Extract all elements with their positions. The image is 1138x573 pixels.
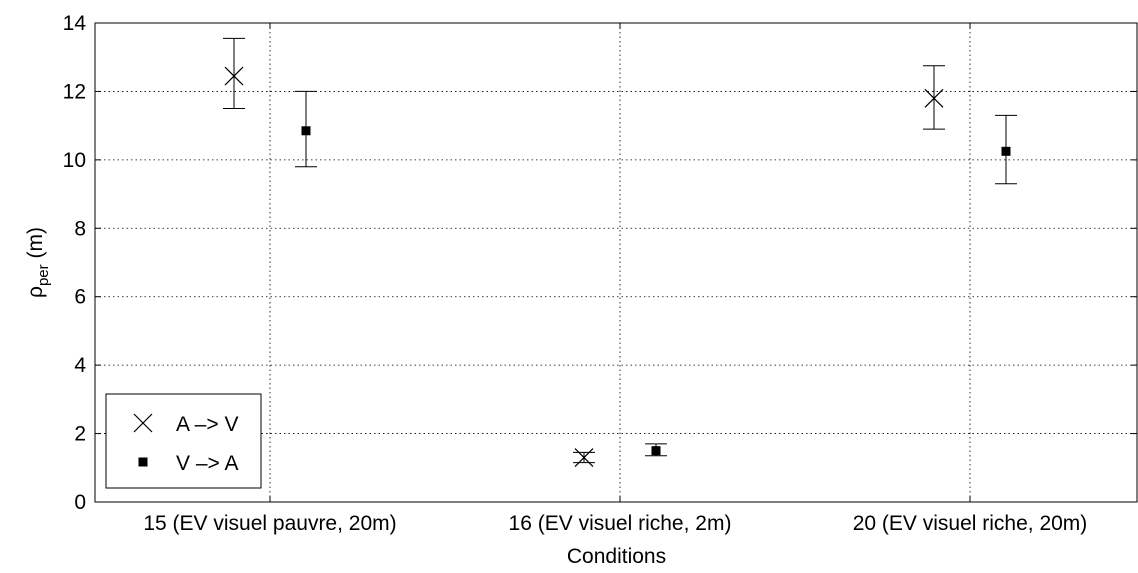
x-tick-label: 15 (EV visuel pauvre, 20m) — [143, 512, 396, 535]
y-tick-label: 8 — [74, 217, 86, 240]
x-marker — [574, 448, 594, 467]
square-marker — [301, 126, 311, 136]
data-point-a-to-v — [923, 65, 945, 130]
x-marker-stroke — [574, 448, 594, 467]
legend-square-glyph — [138, 457, 148, 467]
data-point-v-to-a — [295, 90, 317, 168]
x-axis-title: Conditions — [567, 545, 666, 568]
legend-label-v-to-a: V –> A — [176, 452, 238, 475]
x-marker — [224, 66, 244, 86]
y-tick-label: 12 — [63, 80, 86, 103]
data-point-a-to-v — [573, 448, 595, 467]
y-axis-title-unit: (m) — [24, 227, 47, 264]
grid — [95, 23, 1138, 502]
legend: A –> V V –> A — [105, 393, 262, 489]
x-marker-stroke — [924, 88, 944, 108]
data-point-a-to-v — [223, 37, 245, 110]
legend-x-glyph — [133, 413, 153, 433]
y-tick-label: 6 — [74, 286, 86, 309]
legend-square-marker-icon — [138, 457, 148, 467]
y-tick-label: 2 — [74, 423, 86, 446]
data-marks — [223, 37, 1017, 467]
plot-area — [94, 22, 1138, 503]
y-axis: 0 2 4 6 8 10 12 14 — [63, 12, 1137, 514]
x-marker — [924, 88, 944, 108]
legend-label-a-to-v: A –> V — [176, 413, 238, 436]
data-point-v-to-a — [995, 114, 1017, 185]
x-axis: 15 (EV visuel pauvre, 20m) 16 (EV visuel … — [143, 23, 1087, 535]
data-point-v-to-a — [645, 443, 667, 457]
y-axis-title: ρper (m) — [24, 227, 52, 298]
y-tick-label: 4 — [74, 354, 86, 377]
square-marker — [1001, 146, 1011, 156]
x-tick-label: 20 (EV visuel riche, 20m) — [853, 512, 1088, 535]
legend-x-marker-icon — [133, 413, 153, 433]
x-marker-stroke — [133, 413, 153, 433]
y-axis-title-subscript: per — [35, 264, 52, 286]
x-marker-stroke — [224, 66, 244, 86]
y-axis-title-symbol: ρ — [24, 286, 47, 298]
square-marker — [651, 446, 661, 456]
x-tick-label: 16 (EV visuel riche, 2m) — [509, 512, 732, 535]
legend-box — [105, 393, 262, 489]
y-tick-label: 10 — [63, 149, 86, 172]
y-tick-label: 0 — [74, 491, 86, 514]
y-tick-label: 14 — [63, 12, 87, 35]
